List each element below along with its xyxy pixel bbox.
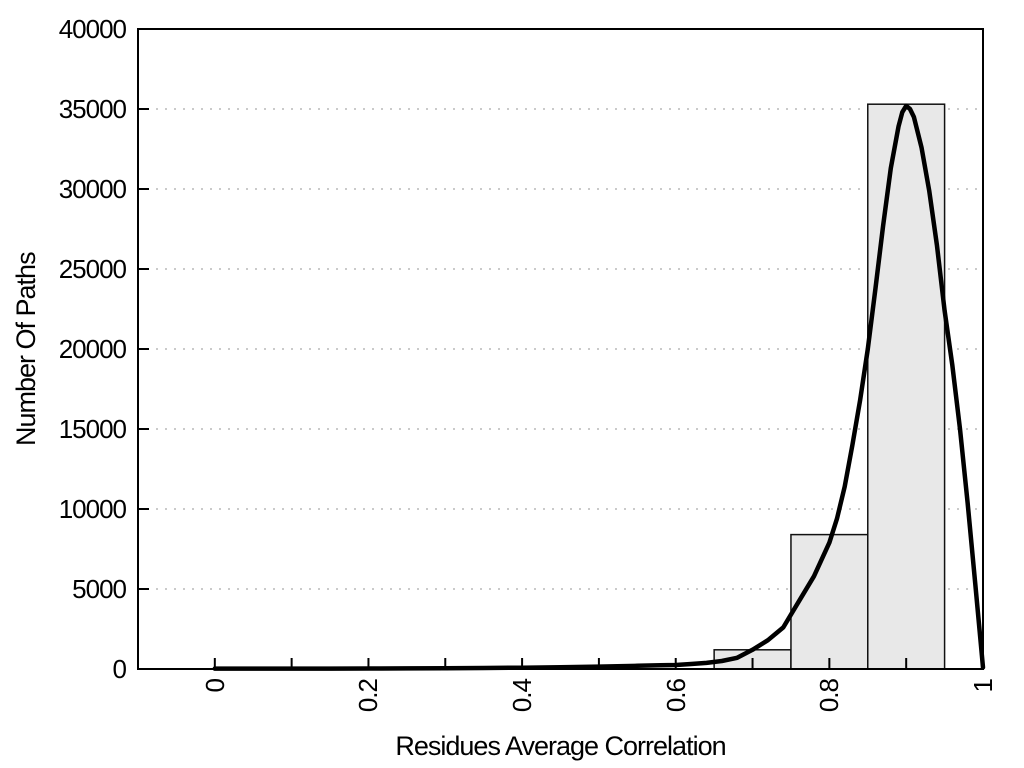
- y-tick-label: 35000: [58, 94, 127, 124]
- y-tick-label: 0: [112, 654, 127, 684]
- y-tick-label: 20000: [58, 334, 127, 364]
- x-tick-label: 0.2: [353, 679, 384, 713]
- y-tick-label: 15000: [58, 414, 127, 444]
- fit-curve-line: [212, 103, 986, 671]
- x-tick-label: 0.4: [507, 679, 538, 713]
- histogram-bar: [867, 103, 946, 670]
- x-axis-label: Residues Average Correlation: [395, 731, 726, 761]
- histogram-bar: [790, 533, 869, 670]
- y-tick-label: 25000: [58, 254, 127, 284]
- x-tick-label: 0: [199, 679, 230, 693]
- y-tick-label: 40000: [58, 14, 127, 44]
- y-tick-label: 30000: [58, 174, 127, 204]
- x-tick-label: 1: [968, 679, 998, 693]
- y-axis-label: Number Of Paths: [11, 252, 41, 446]
- y-tick-label: 5000: [72, 574, 127, 604]
- y-tick-label: 10000: [58, 494, 127, 524]
- x-tick-label: 0.8: [814, 679, 845, 713]
- x-tick-label: 0.6: [660, 679, 691, 713]
